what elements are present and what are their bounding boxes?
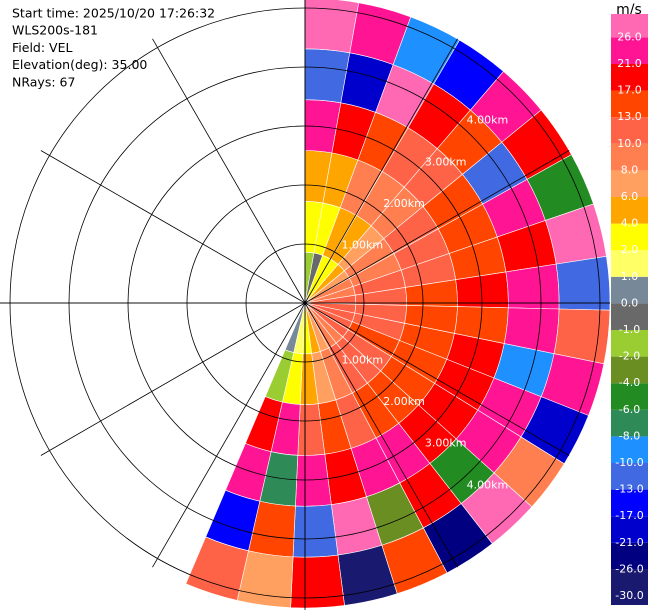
colorbar-label: -30.0 [615, 589, 643, 602]
colorbar-bin [611, 383, 648, 410]
colorbar-label: 8.0 [621, 163, 639, 176]
spoke [152, 38, 306, 304]
colorbar-bin [611, 542, 648, 570]
colorbar-bin [611, 64, 648, 91]
colorbar-label: 6.0 [621, 190, 639, 203]
range-label: 2.00km [383, 395, 425, 408]
colorbar-label: 0.0 [621, 296, 639, 309]
colorbar-bin [611, 356, 648, 384]
colorbar-label: 13.0 [617, 110, 642, 123]
colorbar-label: -17.0 [615, 509, 643, 522]
colorbar-label: 17.0 [617, 84, 642, 97]
colorbar-bin [611, 197, 648, 224]
info-line: Elevation(deg): 35.00 [12, 57, 147, 72]
radar-cell [185, 536, 249, 601]
colorbar-bin [611, 170, 648, 197]
spoke [152, 302, 306, 568]
spoke [304, 302, 458, 568]
colorbar-label: -26.0 [615, 562, 643, 575]
colorbar-bin [611, 489, 648, 517]
colorbar-label: -6.0 [619, 403, 640, 416]
spoke [40, 150, 306, 304]
colorbar-bin [611, 436, 648, 463]
colorbar-bin [611, 516, 648, 543]
colorbar-label: 1.0 [621, 270, 639, 283]
colorbar-bin [611, 37, 648, 64]
radar-cell [505, 263, 560, 310]
colorbar-label: 10.0 [617, 137, 642, 150]
range-label: 4.00km [467, 478, 509, 491]
colorbar-label: -4.0 [619, 376, 640, 389]
colorbar-bin [611, 143, 648, 171]
range-label: 2.00km [383, 197, 425, 210]
colorbar-label: -10.0 [615, 456, 643, 469]
colorbar-bin [611, 330, 648, 357]
info-line: NRays: 67 [12, 74, 75, 89]
radar-cell [292, 504, 339, 558]
info-line: Field: VEL [12, 40, 72, 55]
colorbar-label: -2.0 [619, 350, 640, 363]
colorbar-label: -1.0 [619, 323, 640, 336]
range-label: 4.00km [467, 114, 509, 127]
info-line: WLS200s-181 [12, 23, 98, 38]
colorbar-bin [611, 463, 648, 490]
info-line: Start time: 2025/10/20 17:26:32 [12, 6, 215, 21]
colorbar-bin [611, 117, 648, 144]
colorbar-label: 26.0 [617, 30, 642, 43]
colorbar-bin [611, 303, 648, 330]
colorbar-label: 21.0 [617, 57, 642, 70]
range-label: 3.00km [425, 155, 467, 168]
colorbar-label: -8.0 [619, 429, 640, 442]
range-label: 3.00km [425, 437, 467, 450]
range-label: 1.00km [341, 353, 383, 366]
spoke [40, 302, 306, 456]
colorbar-bin [611, 14, 648, 38]
colorbar-bin [611, 223, 648, 251]
colorbar-bin [611, 569, 648, 605]
colorbar-bin [611, 276, 648, 304]
colorbar-label: 4.0 [621, 217, 639, 230]
spoke [304, 150, 570, 304]
colorbar-label: -21.0 [615, 536, 643, 549]
colorbar-label: -13.0 [615, 483, 643, 496]
colorbar-label: 2.0 [621, 243, 639, 256]
radar-cell [290, 554, 345, 609]
colorbar-bin [611, 409, 648, 437]
radar-cell [555, 255, 611, 311]
colorbar-bin [611, 90, 648, 118]
spoke [304, 38, 458, 304]
colorbar-bin [611, 250, 648, 277]
range-label: 1.00km [341, 239, 383, 252]
spoke [304, 302, 570, 456]
